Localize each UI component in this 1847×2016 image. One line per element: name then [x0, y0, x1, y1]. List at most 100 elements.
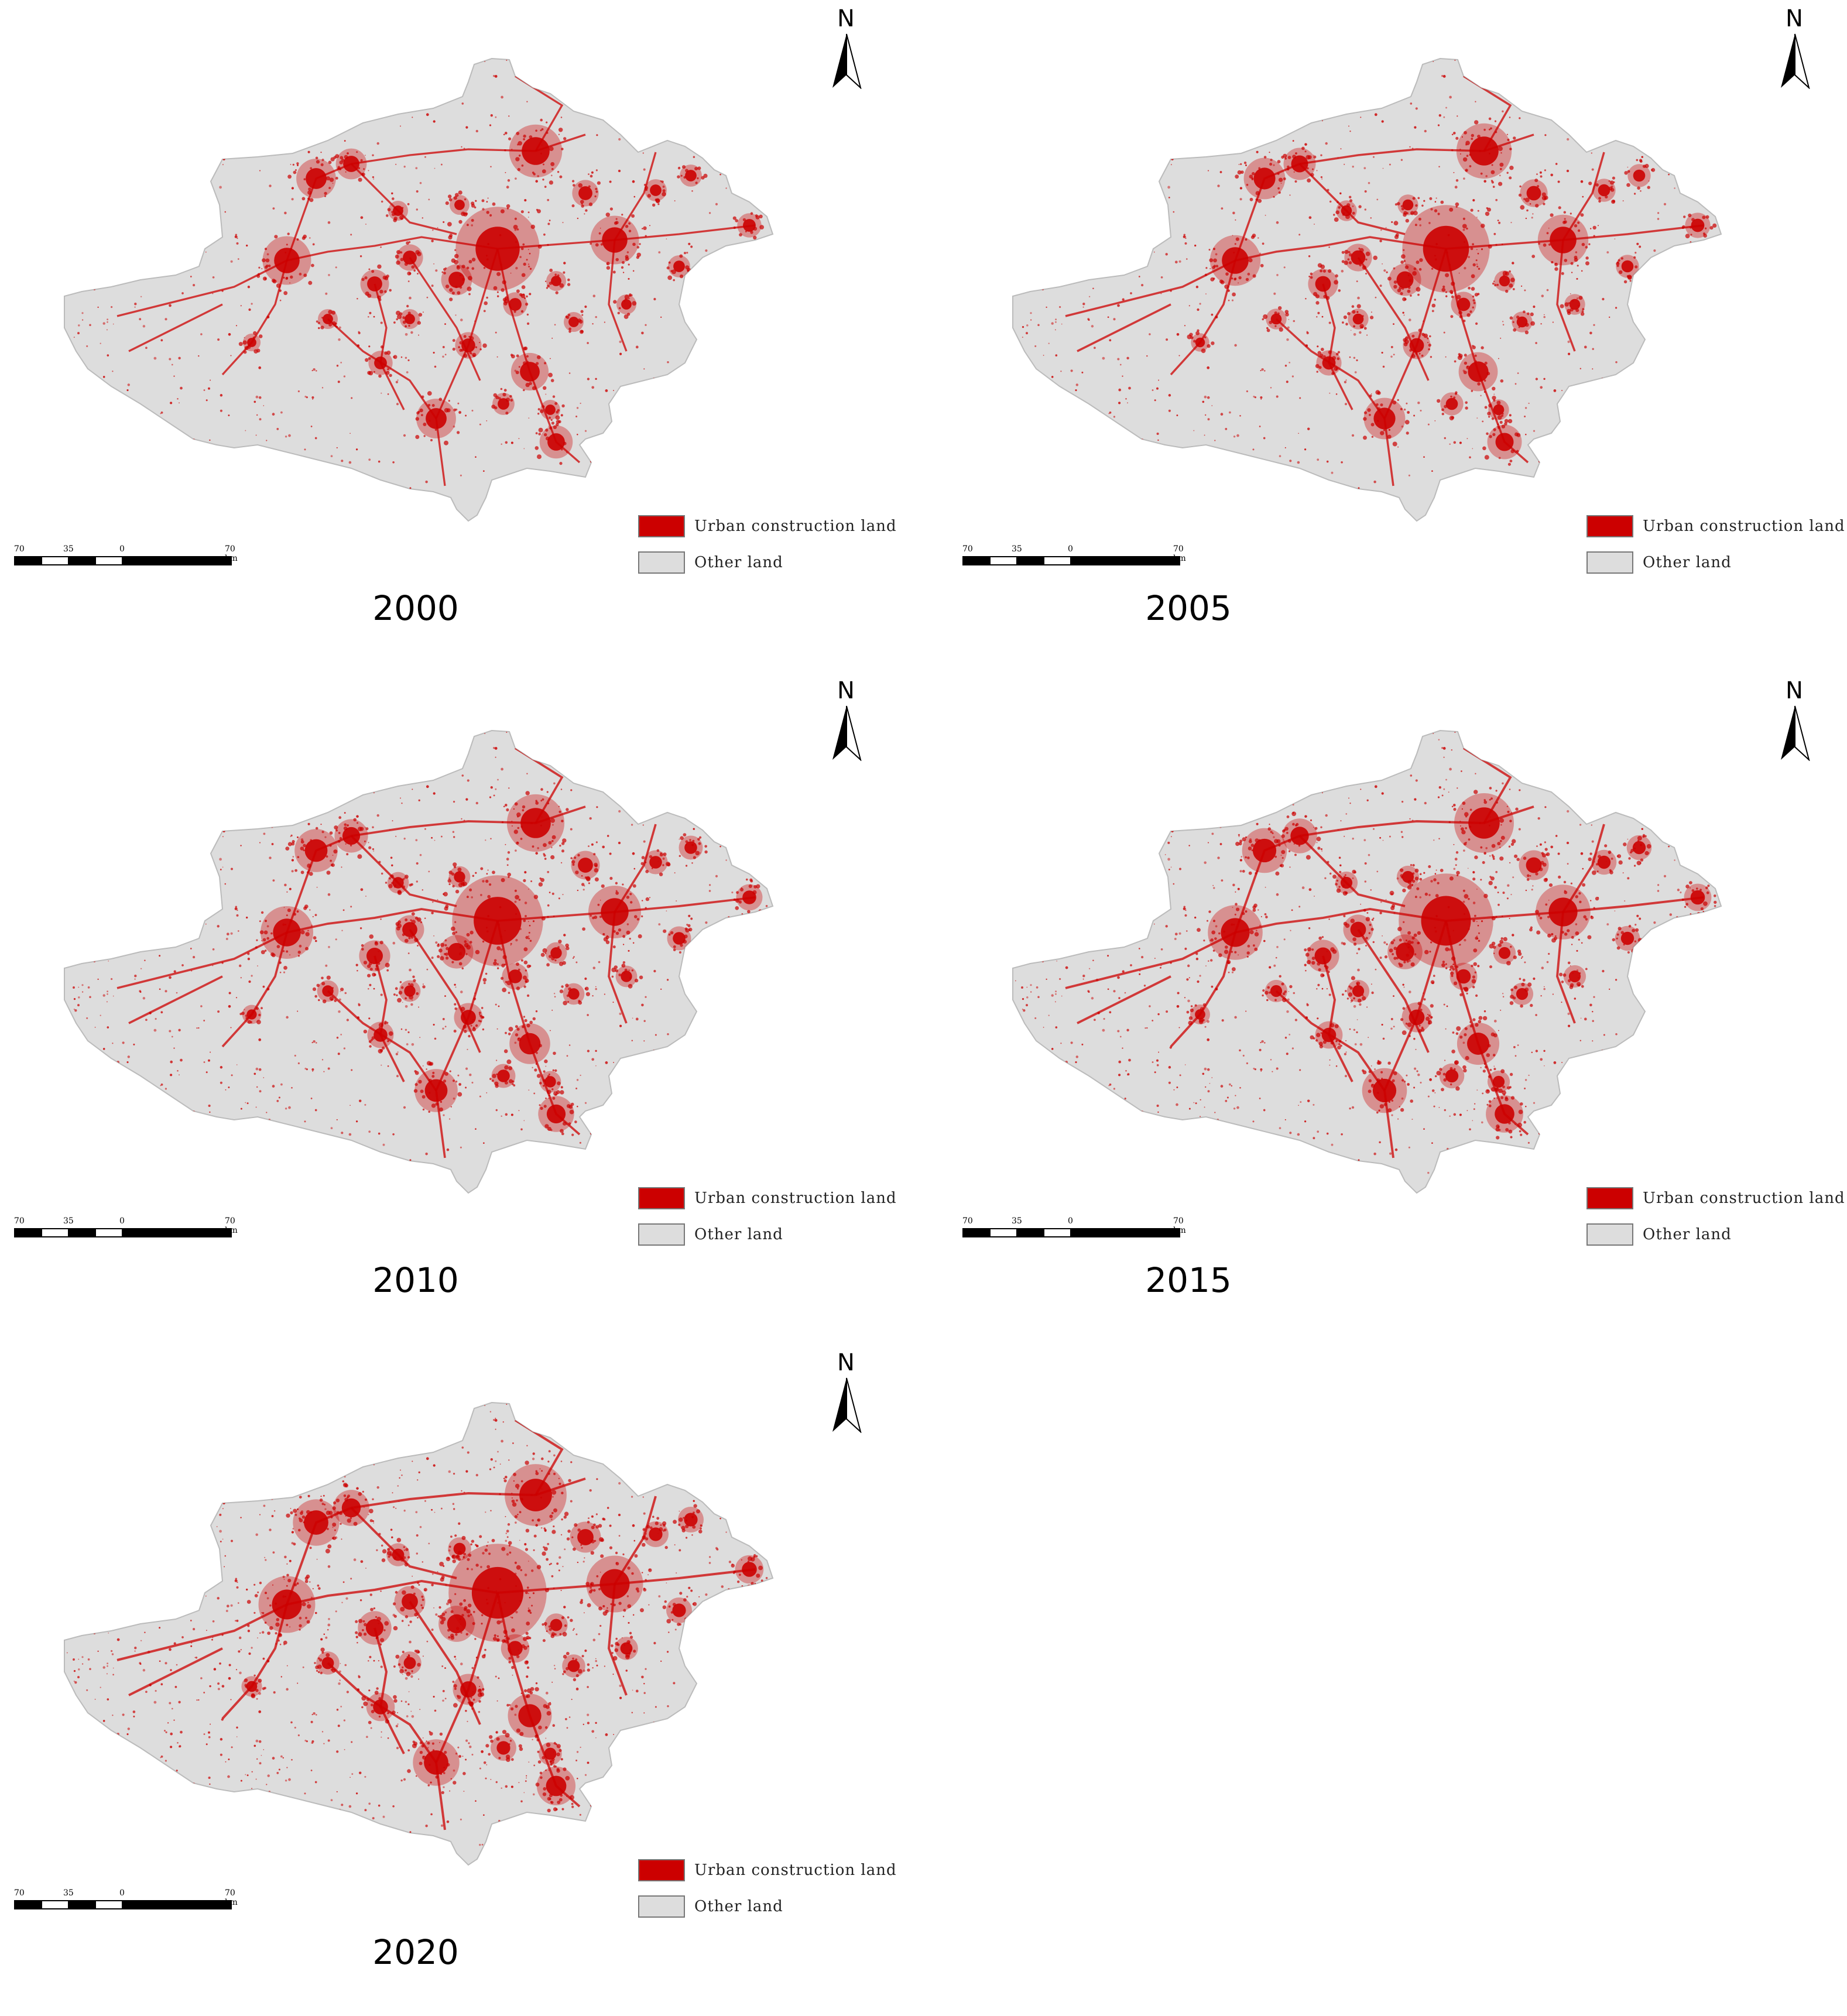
urban-cluster: [547, 1105, 566, 1123]
north-label: N: [825, 679, 866, 702]
north-arrow: N: [825, 1351, 866, 1433]
urban-cluster: [1548, 897, 1577, 926]
region-map: [0, 1344, 820, 1883]
scale-label: 0: [119, 1888, 125, 1898]
scale-label: 70: [962, 1216, 973, 1226]
legend-item-urban: Urban construction land: [638, 1187, 919, 1211]
north-arrow-icon: [1779, 705, 1811, 761]
urban-cluster: [519, 1033, 541, 1055]
urban-cluster: [366, 948, 383, 964]
urban-cluster: [1499, 947, 1510, 959]
urban-cluster: [684, 1513, 697, 1526]
urban-cluster: [472, 1567, 523, 1619]
urban-cluster: [402, 1593, 418, 1610]
urban-cluster: [1445, 1069, 1458, 1082]
urban-cluster: [1397, 272, 1414, 289]
region-map: [948, 672, 1768, 1211]
urban-cluster: [1550, 227, 1577, 253]
urban-cluster: [568, 317, 579, 327]
scale-label: 35: [63, 1216, 74, 1226]
urban-cluster: [342, 1499, 361, 1517]
scale-label: 0: [119, 1216, 125, 1226]
urban-cluster: [1469, 136, 1499, 166]
urban-cluster: [1195, 338, 1205, 348]
urban-cluster: [474, 897, 522, 945]
legend-label-urban: Urban construction land: [694, 1189, 897, 1207]
urban-cluster: [274, 248, 300, 273]
north-arrow: N: [1774, 7, 1815, 89]
legend-swatch-urban: [1586, 1187, 1633, 1209]
urban-cluster: [1315, 948, 1332, 965]
legend-swatch-urban: [638, 1859, 685, 1881]
legend-label-other: Other land: [694, 1898, 783, 1915]
urban-cluster: [600, 1569, 630, 1599]
urban-cluster: [520, 808, 551, 838]
urban-cluster: [1496, 433, 1514, 451]
urban-cluster: [1351, 922, 1366, 938]
urban-cluster: [424, 1750, 448, 1775]
scale-label: 70: [14, 544, 25, 554]
legend-label-other: Other land: [694, 1226, 783, 1243]
urban-cluster: [273, 918, 300, 946]
urban-cluster: [304, 1510, 328, 1535]
north-arrow: N: [825, 7, 866, 89]
legend-swatch-other: [1586, 551, 1633, 574]
legend-swatch-other: [638, 1895, 685, 1918]
urban-cluster: [1633, 841, 1646, 854]
urban-cluster: [577, 1529, 594, 1545]
scale-label: 35: [1012, 1216, 1022, 1226]
urban-cluster: [544, 1748, 557, 1760]
urban-cluster: [1633, 170, 1646, 182]
north-arrow-icon: [830, 705, 863, 761]
urban-cluster: [518, 1704, 541, 1727]
urban-cluster: [621, 971, 632, 982]
north-arrow-icon: [1779, 33, 1811, 89]
urban-cluster: [568, 1660, 580, 1672]
urban-cluster: [1691, 890, 1705, 905]
urban-cluster: [272, 1590, 302, 1620]
region-map: [0, 672, 820, 1211]
urban-cluster: [1423, 226, 1469, 272]
urban-cluster: [448, 272, 465, 288]
legend-label-urban: Urban construction land: [694, 1861, 897, 1879]
urban-cluster: [305, 839, 328, 862]
legend-swatch-other: [638, 551, 685, 574]
urban-cluster: [460, 1681, 477, 1698]
region-other-land: [64, 59, 773, 521]
urban-cluster: [496, 1741, 510, 1754]
urban-cluster: [497, 1069, 510, 1082]
urban-cluster: [1221, 918, 1249, 947]
urban-cluster: [1373, 1079, 1396, 1102]
urban-cluster: [373, 1028, 388, 1042]
north-arrow: N: [825, 679, 866, 761]
legend-label-other: Other land: [1643, 554, 1732, 571]
urban-cluster: [475, 227, 519, 270]
urban-cluster: [454, 200, 465, 210]
scale-label: 35: [63, 1888, 74, 1898]
legend-item-urban: Urban construction land: [638, 515, 919, 539]
north-arrow: N: [1774, 679, 1815, 761]
region-map: [0, 0, 820, 539]
legend-swatch-urban: [1586, 515, 1633, 537]
legend-label-urban: Urban construction land: [1643, 1189, 1845, 1207]
legend-swatch-other: [638, 1223, 685, 1246]
legend-label-urban: Urban construction land: [694, 517, 897, 535]
scale-label: 70: [14, 1216, 25, 1226]
north-arrow-icon: [830, 33, 863, 89]
scale-label: 70: [14, 1888, 25, 1898]
urban-cluster: [461, 1010, 476, 1025]
north-label: N: [1774, 7, 1815, 30]
urban-cluster: [1195, 1009, 1205, 1020]
scale-bar-graphic: [14, 1228, 232, 1237]
scale-bar-graphic: [962, 1228, 1180, 1237]
urban-cluster: [522, 137, 550, 165]
urban-cluster: [1315, 276, 1331, 292]
scale-bar-graphic: [962, 556, 1180, 565]
urban-cluster: [404, 1657, 416, 1669]
urban-cluster: [509, 298, 522, 311]
legend-item-urban: Urban construction land: [1586, 515, 1847, 539]
urban-cluster: [366, 1619, 383, 1637]
